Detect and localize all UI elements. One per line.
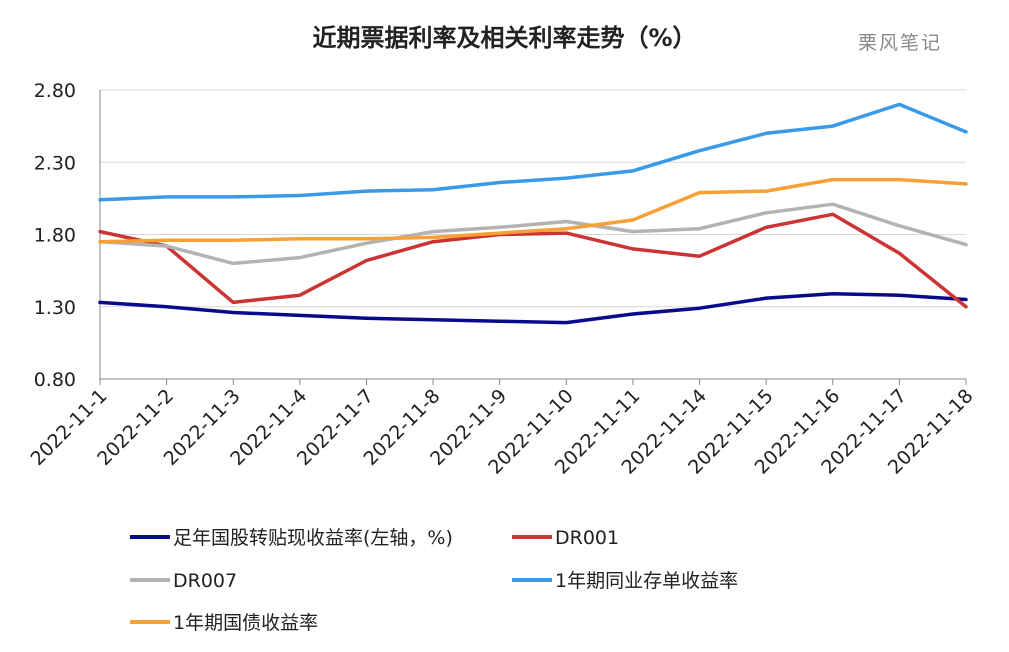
series-line-5 <box>98 177 968 244</box>
legend-label: 1年期同业存单收益率 <box>555 570 738 592</box>
y-tick-label: 1.30 <box>34 297 76 319</box>
legend-label: DR007 <box>173 570 237 592</box>
y-tick-label: 1.80 <box>34 225 76 247</box>
series-line-4 <box>98 102 968 202</box>
legend-label: 足年国股转贴现收益率(左轴，%) <box>173 527 453 549</box>
watermark: 栗风笔记 <box>858 32 943 54</box>
legend: 足年国股转贴现收益率(左轴，%) DR001 DR007 1年期同业存单收益率 1年期国… <box>130 527 738 634</box>
series-line-3 <box>98 202 968 266</box>
y-tick-label: 2.30 <box>34 152 76 174</box>
series-line-1 <box>98 291 968 325</box>
series-line-2 <box>98 212 968 309</box>
series-lines <box>98 102 968 325</box>
axes: 0.801.301.802.302.802022-11-12022-11-220… <box>26 80 977 479</box>
y-tick-label: 0.80 <box>34 369 76 391</box>
legend-label: 1年期国债收益率 <box>173 612 318 634</box>
legend-label: DR001 <box>555 527 619 549</box>
y-tick-label: 2.80 <box>34 80 76 102</box>
chart-title: 近期票据利率及相关利率走势（%） <box>312 24 697 52</box>
